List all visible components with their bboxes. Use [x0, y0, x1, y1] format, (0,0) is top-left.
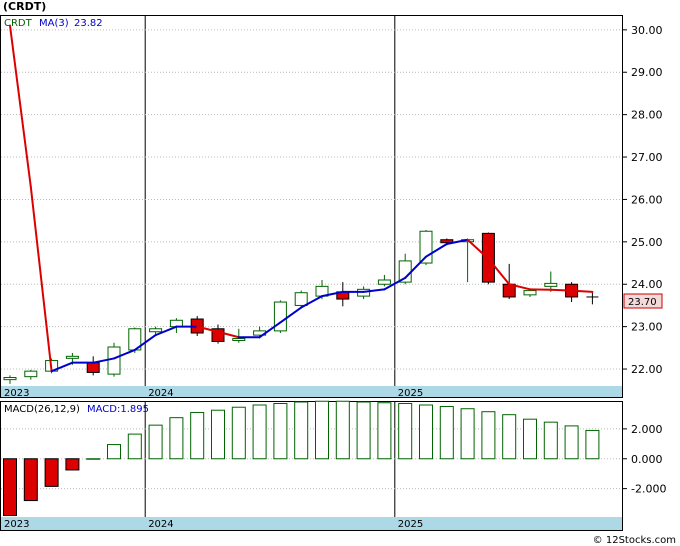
ma3-line-segment: [570, 289, 594, 293]
macd-bar: [127, 433, 142, 460]
ma3-line-segment: [508, 283, 531, 291]
last-price-tag: [623, 293, 663, 309]
price-tick-label: 29.00: [631, 66, 663, 79]
ma3-line-segment: [279, 306, 303, 324]
price-tick-label: 25.00: [631, 236, 663, 249]
macd-bar: [273, 402, 288, 460]
price-tick-label: 23.00: [631, 321, 663, 334]
macd-bar: [564, 425, 579, 460]
price-tick-label: 30.00: [631, 24, 663, 37]
candle-body: [149, 328, 163, 333]
candle-body: [523, 290, 537, 296]
ma3-line-segment: [445, 238, 469, 245]
macd-bar: [398, 402, 413, 460]
macd-bar: [86, 458, 101, 460]
candle-body: [24, 370, 38, 378]
macd-title: MACD(26,12,9): [4, 404, 80, 415]
price-panel-frame: [0, 15, 623, 398]
ma3-line-segment: [549, 288, 573, 292]
macd-bar: [460, 408, 475, 460]
macd-bar: [107, 444, 121, 460]
price-tick-label: 27.00: [631, 151, 663, 164]
macd-bar: [335, 400, 350, 460]
price-tick-label: 26.00: [631, 193, 663, 206]
candle-body: [3, 377, 17, 381]
macd-value-label: MACD:1.895: [87, 404, 149, 415]
price-date-strip: [1, 386, 622, 397]
ma3-line-segment: [362, 288, 386, 293]
ma3-line-segment: [154, 325, 178, 337]
macd-bar: [502, 414, 517, 460]
macd-bar: [419, 404, 433, 460]
macd-bar: [65, 458, 80, 471]
macd-tick-label: -2.000: [631, 483, 666, 496]
candle-body: [419, 230, 433, 264]
macd-bar: [169, 417, 184, 460]
ma3-line-segment: [487, 257, 511, 286]
price-tick-label: 24.00: [631, 278, 663, 291]
legend-ma-value: 23.82: [74, 18, 103, 29]
year-label: 2023: [4, 388, 29, 399]
last-price-label: 23.70: [628, 297, 657, 308]
ma3-line-segment: [50, 361, 74, 373]
chart-title: (CRDT): [3, 0, 46, 13]
macd-bar: [211, 409, 225, 460]
ma3-line-segment: [29, 185, 53, 373]
ma3-line-segment: [9, 24, 32, 188]
ma3-line-segment: [383, 276, 407, 291]
ma3-line-segment: [321, 290, 344, 298]
candle-body: [544, 282, 558, 287]
macd-bar: [148, 424, 163, 460]
ma3-line-segment: [258, 321, 282, 339]
candle-body: [377, 279, 391, 285]
candle-body: [440, 239, 454, 244]
price-tick-label: 22.00: [631, 363, 663, 376]
year-label: 2025: [398, 388, 423, 399]
ma3-line-segment: [133, 334, 157, 351]
year-label: 2024: [148, 388, 173, 399]
candle-body: [232, 338, 246, 342]
macd-panel-frame: [0, 401, 623, 531]
macd-date-strip: [1, 517, 622, 530]
ma3-line-segment: [196, 325, 219, 333]
macd-bar: [585, 429, 600, 460]
ma3-line-segment: [425, 242, 448, 258]
candle-body: [107, 346, 121, 375]
macd-bar: [356, 401, 371, 460]
macd-bar: [3, 458, 17, 517]
ma3-line-segment: [404, 255, 427, 279]
ma3-line-segment: [217, 330, 240, 339]
macd-tick-label: 0.000: [631, 453, 663, 466]
ma3-line-segment: [300, 295, 323, 309]
ma3-line-segment: [113, 348, 136, 360]
year-label: 2023: [4, 519, 29, 530]
year-label: 2024: [148, 519, 173, 530]
legend-ticker: CRDT: [4, 18, 33, 29]
macd-tick-label: 2.000: [631, 423, 663, 436]
price-tick-label: 28.00: [631, 109, 663, 122]
ma3-line-segment: [92, 357, 115, 364]
macd-bar: [439, 405, 454, 460]
macd-bar: [190, 411, 205, 460]
macd-bar: [377, 402, 392, 460]
legend-ma-name: MA(3): [39, 18, 69, 29]
macd-bar: [481, 411, 496, 460]
macd-bar: [523, 418, 537, 460]
candle-body: [86, 362, 100, 373]
macd-bar: [231, 406, 246, 460]
candle-body: [65, 355, 79, 359]
ma3-line-segment: [466, 238, 490, 260]
macd-bar: [315, 400, 329, 460]
macd-bar: [294, 401, 309, 460]
macd-bar: [252, 404, 267, 460]
candle-body: [294, 292, 308, 306]
year-label: 2025: [398, 519, 423, 530]
macd-bar: [23, 458, 38, 502]
watermark-text: © 12Stocks.com: [593, 535, 676, 546]
macd-bar: [543, 421, 558, 460]
macd-bar: [44, 458, 59, 487]
